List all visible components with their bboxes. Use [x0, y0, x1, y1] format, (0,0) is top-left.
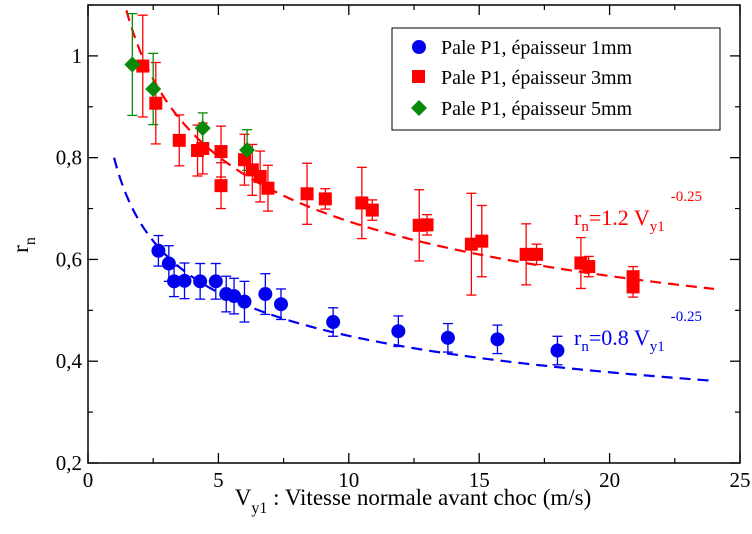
fit-curve-1 [123, 5, 715, 290]
fit-label-red-r: r [574, 205, 582, 230]
data-point-0-13 [440, 330, 455, 345]
data-point-1-22 [582, 260, 596, 274]
data-points [124, 56, 640, 358]
legend-label-5mm: Pale P1, épaisseur 5mm [441, 98, 633, 120]
data-point-0-0 [151, 243, 166, 258]
legend-marker-square [412, 70, 425, 83]
data-point-1-16 [420, 218, 434, 232]
data-point-1-0 [136, 59, 150, 73]
fit-curve-0 [113, 157, 715, 382]
data-point-1-2 [172, 133, 186, 147]
fit-curves [113, 5, 715, 382]
data-point-1-18 [475, 234, 489, 248]
data-point-0-11 [326, 315, 341, 330]
fit-label-blue-mid: =0.8 V [589, 325, 650, 350]
y-axis-title-main: r [8, 245, 33, 253]
x-tick-label: 15 [469, 468, 490, 492]
legend-box [391, 27, 721, 131]
data-point-0-2 [167, 274, 182, 289]
data-point-1-4 [196, 142, 210, 156]
data-point-1-5 [214, 145, 228, 159]
x-tick-label: 10 [338, 468, 359, 492]
x-axis-title-sub: y1 [251, 500, 267, 517]
data-point-1-23 [626, 270, 640, 284]
fit-label-red-vsub: y1 [650, 219, 665, 235]
axis-ticks: 0 5 10 15 20 25 0,2 0,4 0,6 0,8 1 [56, 4, 751, 492]
data-point-2-0 [124, 56, 141, 73]
y-tick-label: 1 [72, 44, 83, 68]
legend-marker-diamond [411, 100, 427, 116]
data-point-2-2 [194, 120, 211, 137]
data-point-1-20 [530, 247, 544, 261]
y-axis-title: rn [8, 237, 39, 253]
x-tick-label: 5 [213, 468, 224, 492]
legend-label-1mm: Pale P1, épaisseur 1mm [441, 37, 633, 59]
legend-label-3mm: Pale P1, épaisseur 3mm [441, 67, 633, 89]
x-axis-title-rest: : Vitesse normale avant choc (m/s) [267, 485, 591, 510]
fit-label-red-mid: =1.2 V [589, 205, 650, 230]
data-point-0-10 [273, 297, 288, 312]
fit-label-blue-r: r [574, 325, 582, 350]
fit-label-red-rsub: n [581, 219, 589, 235]
data-point-0-4 [193, 274, 208, 289]
data-point-1-10 [261, 181, 275, 195]
fit-label-blue: rn=0.8 Vy1 -0.25 [574, 309, 702, 355]
fit-label-blue-rsub: n [581, 339, 589, 355]
data-point-0-14 [490, 332, 505, 347]
legend: Pale P1, épaisseur 1mm Pale P1, épaisseu… [391, 27, 721, 131]
fit-label-red: rn=1.2 Vy1 -0.25 [574, 189, 702, 235]
x-tick-label: 0 [83, 468, 94, 492]
data-point-2-1 [145, 80, 162, 97]
fit-label-blue-vsub: y1 [650, 339, 665, 355]
data-point-1-11 [300, 187, 314, 201]
data-point-1-24 [626, 280, 640, 294]
data-point-0-5 [208, 274, 223, 289]
data-point-1-17 [464, 237, 478, 251]
data-point-0-7 [227, 289, 242, 304]
y-tick-label: 0,4 [56, 349, 83, 373]
data-point-0-3 [177, 273, 192, 288]
data-point-0-15 [550, 343, 565, 358]
data-point-1-1 [149, 96, 163, 110]
y-axis-title-sub: n [22, 237, 39, 245]
legend-marker-circle [412, 40, 426, 54]
x-tick-label: 20 [599, 468, 620, 492]
data-point-1-12 [318, 192, 332, 206]
x-axis-title: Vy1 : Vitesse normale avant choc (m/s) [235, 485, 592, 517]
data-point-1-6 [214, 179, 228, 193]
data-point-0-9 [258, 287, 273, 302]
fit-label-red-exp: -0.25 [671, 189, 702, 205]
y-tick-label: 0,6 [56, 247, 82, 271]
data-point-1-9 [253, 169, 267, 183]
data-point-1-19 [519, 247, 533, 261]
y-tick-label: 0,2 [56, 451, 82, 475]
data-point-0-1 [161, 256, 176, 271]
data-point-0-8 [237, 294, 252, 309]
x-axis-title-main: V [235, 485, 252, 510]
y-tick-label: 0,8 [56, 146, 82, 170]
x-tick-label: 25 [730, 468, 751, 492]
data-point-1-14 [365, 203, 379, 217]
data-point-0-12 [391, 324, 406, 339]
data-point-1-13 [355, 196, 369, 210]
fit-label-blue-exp: -0.25 [671, 309, 702, 325]
data-point-2-3 [239, 142, 256, 159]
